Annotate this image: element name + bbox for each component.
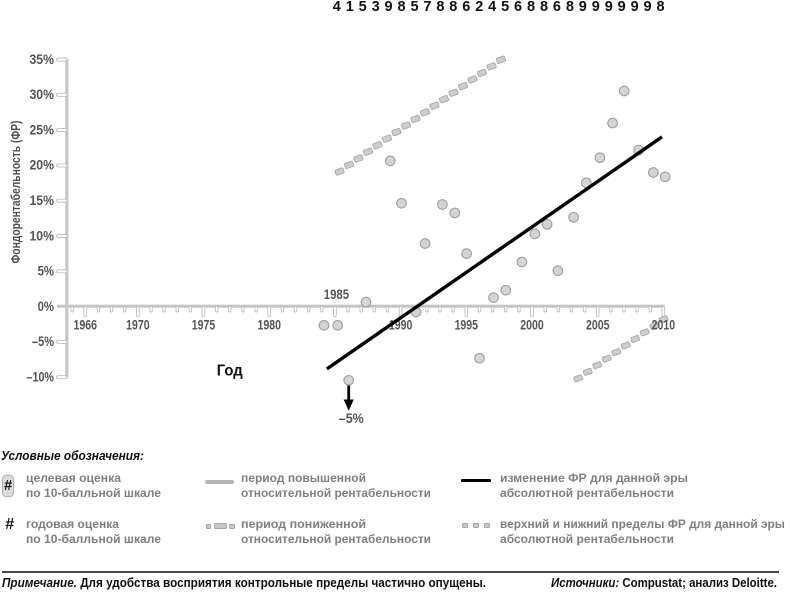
svg-text:5%: 5% — [38, 263, 55, 279]
svg-text:8: 8 — [657, 0, 665, 15]
svg-text:6: 6 — [514, 0, 522, 15]
svg-text:4: 4 — [333, 0, 341, 15]
svg-text:9: 9 — [579, 0, 587, 15]
svg-text:5: 5 — [410, 0, 418, 15]
svg-text:2005: 2005 — [586, 316, 610, 332]
svg-text:1995: 1995 — [455, 316, 479, 332]
svg-text:9: 9 — [592, 0, 600, 15]
svg-text:–5%: –5% — [32, 333, 54, 349]
svg-text:1970: 1970 — [126, 316, 150, 332]
svg-text:1966: 1966 — [74, 316, 98, 332]
svg-text:6: 6 — [553, 0, 561, 15]
svg-text:8: 8 — [449, 0, 457, 15]
svg-text:9: 9 — [631, 0, 639, 15]
svg-text:2010: 2010 — [652, 316, 676, 332]
svg-text:8: 8 — [398, 0, 406, 15]
svg-text:5: 5 — [501, 0, 509, 15]
svg-text:–5%: –5% — [339, 411, 364, 426]
svg-text:1975: 1975 — [192, 316, 216, 332]
svg-text:25%: 25% — [30, 121, 55, 137]
svg-text:3: 3 — [372, 0, 380, 15]
svg-text:8: 8 — [436, 0, 444, 15]
svg-text:10%: 10% — [30, 227, 55, 243]
svg-text:20%: 20% — [30, 157, 55, 173]
svg-text:Фондорентабельность (ФР): Фондорентабельность (ФР) — [8, 121, 23, 264]
svg-text:35%: 35% — [30, 51, 55, 67]
svg-text:1980: 1980 — [257, 316, 281, 332]
svg-text:8: 8 — [566, 0, 574, 15]
svg-text:1985: 1985 — [324, 286, 349, 302]
svg-text:4: 4 — [488, 0, 496, 15]
svg-text:7: 7 — [423, 0, 431, 15]
svg-text:1: 1 — [346, 0, 354, 15]
svg-text:9: 9 — [644, 0, 652, 15]
svg-text:2000: 2000 — [520, 316, 544, 332]
svg-text:–10%: –10% — [27, 369, 55, 385]
svg-text:0%: 0% — [38, 298, 55, 314]
svg-text:8: 8 — [527, 0, 535, 15]
svg-text:9: 9 — [385, 0, 393, 15]
svg-text:30%: 30% — [30, 86, 55, 102]
svg-text:2: 2 — [475, 0, 483, 15]
svg-text:Год: Год — [217, 362, 243, 379]
svg-text:9: 9 — [605, 0, 613, 15]
svg-text:8: 8 — [540, 0, 548, 15]
svg-text:5: 5 — [359, 0, 367, 15]
svg-text:15%: 15% — [30, 192, 55, 208]
svg-text:9: 9 — [618, 0, 626, 15]
svg-text:6: 6 — [462, 0, 470, 15]
